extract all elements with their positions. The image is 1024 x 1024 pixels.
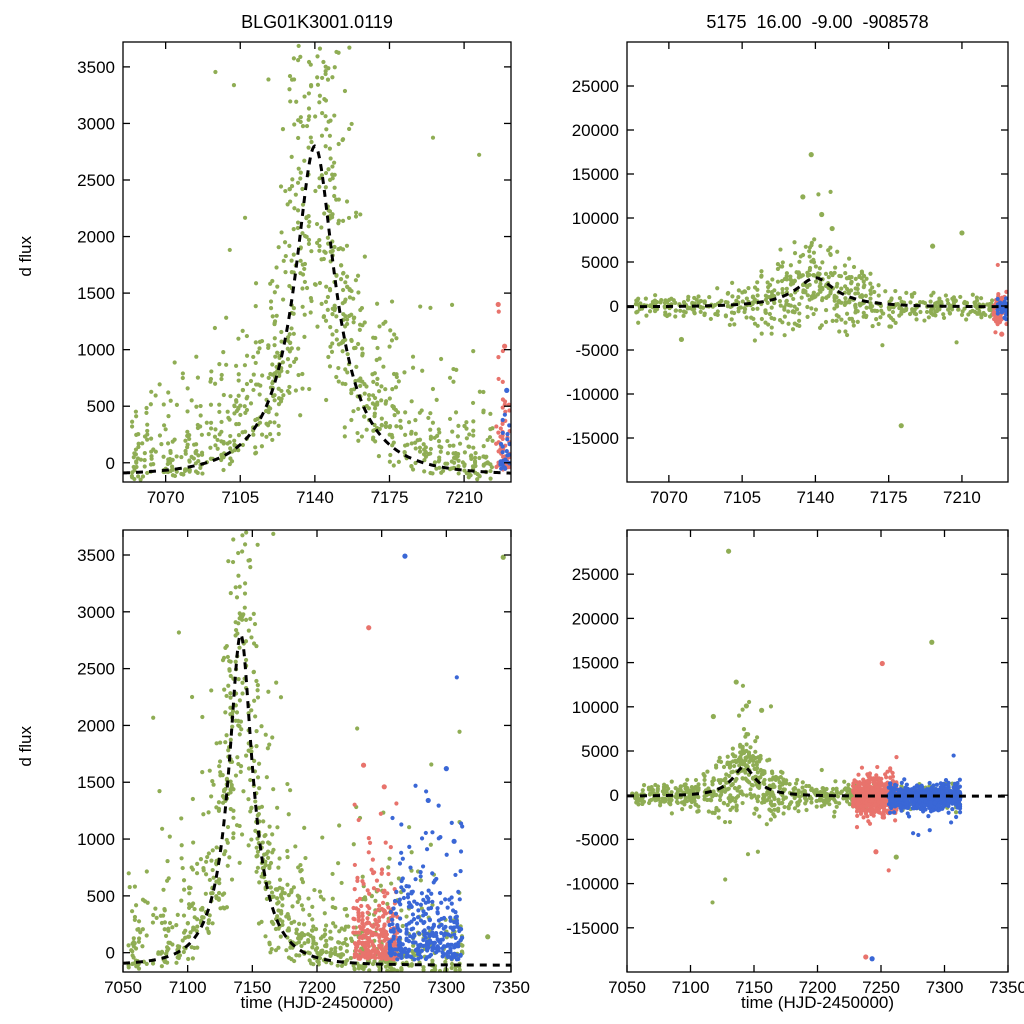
x-axis-label-right: time (HJD-2450000): [740, 993, 895, 1012]
y-axis-label-bottom: d flux: [16, 726, 35, 767]
x-axis-label-left: time (HJD-2450000): [240, 993, 394, 1012]
y-axis-label-top: d flux: [16, 236, 35, 277]
panel-title-right: 5175 16.00 -9.00 -908578: [706, 12, 929, 32]
panel-title-left: BLG01K3001.0119: [241, 12, 393, 32]
